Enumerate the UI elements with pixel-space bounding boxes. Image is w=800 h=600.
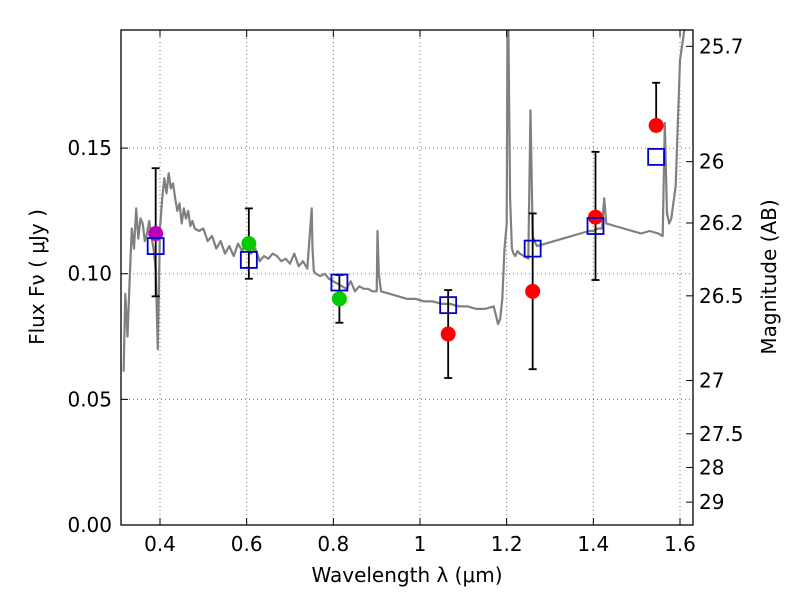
observed-flux-point [648,117,664,133]
observed-flux-point [440,326,456,342]
x-axis-label: Wavelength λ (μm) [311,563,502,587]
x-tick-label: 1.4 [577,532,609,556]
observed-flux-point [525,283,541,299]
y-tick-label: 0.05 [67,387,112,411]
mag-tick-label: 27 [699,369,724,393]
plot-frame [120,29,694,526]
model-photometry-square [330,273,349,292]
model-photometry-square [439,296,458,315]
model-photometry-square [146,237,165,255]
model-photometry-square [647,147,666,166]
mag-tick-label: 26.5 [699,284,744,308]
y-axis-label: Flux Fν ( μJy ) [25,209,49,345]
grid-layer [121,30,693,525]
mag-tick-label: 29 [699,490,724,514]
x-tick-label: 0.4 [144,532,176,556]
model-photometry-square [239,251,258,269]
mag-tick-label: 26.2 [699,211,744,235]
mag-tick-label: 26 [699,150,724,174]
marker-layer [146,81,666,379]
x-tick-label: 1.2 [491,532,523,556]
x-tick-label: 1.6 [664,532,696,556]
observed-flux-point [331,291,347,307]
mag-tick-label: 25.7 [699,34,744,58]
model-photometry-square [586,217,605,235]
y-axis-right-label: Magnitude (AB) [757,199,781,354]
observed-flux-point [241,236,257,252]
y-tick-label: 0.00 [67,513,112,537]
tick-layer: 0.4 0.6 0.8 1 1.2 1.4 1.6 0.00 0.05 0.10 0.15 25.7 2… [67,30,744,556]
x-tick-label: 1 [414,532,427,556]
y-tick-label: 0.10 [67,262,112,286]
model-photometry-square [523,239,542,258]
mag-tick-label: 28 [699,455,724,479]
mag-tick-label: 27.5 [699,422,744,446]
y-tick-label: 0.15 [67,136,112,160]
x-tick-label: 0.8 [317,532,349,556]
x-tick-label: 0.6 [231,532,263,556]
